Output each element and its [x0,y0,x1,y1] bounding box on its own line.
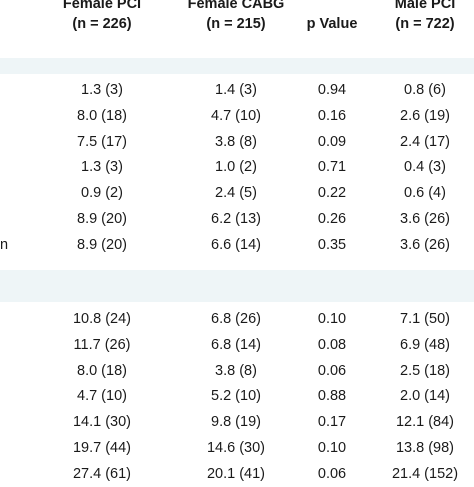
cell-female-pci: 4.7 (10) [77,388,127,405]
cell-male-pci: 3.6 (26) [400,236,450,253]
cell-male-pci: 3.6 (26) [400,211,450,227]
row-label-fragment [0,103,8,129]
cell-female-cabg: 4.7 (10) [211,107,261,124]
cell-male-pci: 2.4 (17) [400,133,450,150]
table-row: 1.3 (3) 1.0 (2) 0.71 0.4 (3) [0,154,474,180]
header-male-pci-n: (n = 722) [395,16,455,32]
header-female-pci-title: Female PCI [62,0,142,12]
cell-female-cabg: 3.8 (8) [215,133,257,150]
cell-male-pci: 13.8 (98) [395,440,455,456]
table-row: 8.9 (20) 6.2 (13) 0.26 3.6 (26) [0,206,474,232]
section-band-1 [0,58,474,74]
row-label-fragment [0,358,8,384]
cell-female-cabg: 5.2 (10) [211,388,261,405]
cell-male-pci: 12.1 (84) [395,414,455,431]
cell-female-pci: 1.3 (3) [81,82,123,98]
row-label-fragment [0,180,8,206]
cell-female-pci: 8.9 (20) [77,236,127,253]
cell-female-cabg: 1.0 (2) [215,159,257,176]
header-male-pci-title: Male PCI [394,0,456,12]
cell-female-cabg: 14.6 (30) [206,440,266,456]
table-row: 11.7 (26) 6.8 (14) 0.08 6.9 (48) [0,332,474,358]
cell-p-value: 0.35 [317,236,347,253]
table-row: 8.0 (18) 4.7 (10) 0.16 2.6 (19) [0,103,474,129]
header-female-pci-n: (n = 226) [72,16,132,32]
row-label-fragment [0,383,8,409]
header-female-cabg-title: Female CABG [187,0,285,12]
cell-female-cabg: 6.2 (13) [211,211,261,227]
cell-female-pci: 14.1 (30) [72,414,132,431]
row-label-fragment: n [0,236,8,253]
cell-p-value: 0.10 [317,440,347,456]
cell-female-cabg: 6.6 (14) [211,236,261,253]
table-row: 19.7 (44) 14.6 (30) 0.10 13.8 (98) [0,435,474,461]
row-label-fragment [0,332,8,358]
cell-p-value: 0.88 [317,388,347,405]
table-row: 7.5 (17) 3.8 (8) 0.09 2.4 (17) [0,129,474,155]
table-header: Female PCI (n = 226) Female CABG (n = 21… [0,0,474,56]
table-row: 8.0 (18) 3.8 (8) 0.06 2.5 (18) [0,358,474,384]
cell-male-pci: 2.0 (14) [400,388,450,405]
cell-female-pci: 8.9 (20) [77,211,127,227]
cell-female-pci: 10.8 (24) [72,311,132,327]
cell-female-cabg: 6.8 (14) [211,336,261,353]
cell-p-value: 0.16 [317,107,347,124]
header-p-value-title: p Value [306,16,358,32]
table-row: 10.8 (24) 6.8 (26) 0.10 7.1 (50) [0,306,474,332]
row-label-fragment [0,409,8,435]
row-label-fragment [0,77,8,103]
cell-female-cabg: 2.4 (5) [215,185,257,202]
cell-p-value: 0.10 [317,311,347,327]
cell-p-value: 0.09 [317,133,347,150]
cell-male-pci: 7.1 (50) [400,311,450,327]
cell-female-pci: 11.7 (26) [73,336,131,353]
cell-male-pci: 0.8 (6) [404,82,446,98]
cell-male-pci: 2.6 (19) [400,107,450,124]
cell-male-pci: 6.9 (48) [400,336,450,353]
cell-male-pci: 2.5 (18) [400,362,450,379]
table-row: 0.9 (2) 2.4 (5) 0.22 0.6 (4) [0,180,474,206]
cell-female-cabg: 1.4 (3) [215,82,257,98]
table-row: 14.1 (30) 9.8 (19) 0.17 12.1 (84) [0,409,474,435]
header-female-cabg-n: (n = 215) [206,16,266,32]
cell-male-pci: 0.4 (3) [404,159,446,176]
table-row: 4.7 (10) 5.2 (10) 0.88 2.0 (14) [0,383,474,409]
header-male-pci: Male PCI (n = 722) [380,0,470,34]
cell-p-value: 0.06 [317,362,347,379]
header-female-pci: Female PCI (n = 226) [38,0,166,34]
cell-p-value: 0.08 [317,336,347,353]
cell-p-value: 0.94 [317,82,347,98]
cell-female-cabg: 9.8 (19) [211,414,261,431]
cell-female-cabg: 6.8 (26) [211,311,261,327]
cell-p-value: 0.22 [317,185,347,202]
table-row: 1.3 (3) 1.4 (3) 0.94 0.8 (6) [0,77,474,103]
cell-p-value: 0.71 [317,159,347,176]
cell-p-value: 0.17 [317,414,347,431]
cell-female-pci: 7.5 (17) [77,133,127,150]
cell-p-value: 0.26 [317,211,347,227]
cell-female-pci: 0.9 (2) [81,185,123,202]
row-label-fragment [0,154,8,180]
row-label-fragment [0,435,8,461]
header-female-cabg: Female CABG (n = 215) [172,0,300,34]
table-row: n 8.9 (20) 6.6 (14) 0.35 3.6 (26) [0,232,474,258]
row-label-fragment [0,129,8,155]
row-label-fragment [0,206,8,232]
cell-male-pci: 0.6 (4) [404,185,446,202]
section-band-2 [0,270,474,302]
cell-female-pci: 8.0 (18) [77,362,127,379]
cell-female-cabg: 3.8 (8) [215,362,257,379]
cell-female-pci: 8.0 (18) [77,107,127,124]
cell-female-pci: 1.3 (3) [81,159,123,176]
row-label-fragment [0,306,8,332]
header-p-value: p Value [286,14,378,34]
cell-female-pci: 19.7 (44) [72,440,132,456]
